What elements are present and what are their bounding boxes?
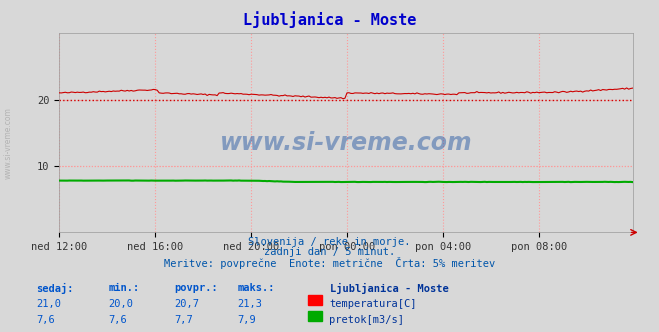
Text: Meritve: povprečne  Enote: metrične  Črta: 5% meritev: Meritve: povprečne Enote: metrične Črta:… — [164, 257, 495, 269]
Text: 7,6: 7,6 — [109, 315, 127, 325]
Text: 7,9: 7,9 — [237, 315, 256, 325]
Text: pretok[m3/s]: pretok[m3/s] — [330, 315, 405, 325]
Text: www.si-vreme.com: www.si-vreme.com — [219, 131, 473, 155]
Text: temperatura[C]: temperatura[C] — [330, 299, 417, 309]
Text: www.si-vreme.com: www.si-vreme.com — [4, 107, 13, 179]
Text: 20,7: 20,7 — [175, 299, 200, 309]
Text: Ljubljanica - Moste: Ljubljanica - Moste — [330, 283, 448, 294]
Text: maks.:: maks.: — [237, 283, 275, 293]
Text: min.:: min.: — [109, 283, 140, 293]
Text: povpr.:: povpr.: — [175, 283, 218, 293]
Text: 7,7: 7,7 — [175, 315, 193, 325]
Text: 7,6: 7,6 — [36, 315, 55, 325]
Text: Slovenija / reke in morje.: Slovenija / reke in morje. — [248, 237, 411, 247]
Text: 20,0: 20,0 — [109, 299, 134, 309]
Text: Ljubljanica - Moste: Ljubljanica - Moste — [243, 12, 416, 29]
Text: sedaj:: sedaj: — [36, 283, 74, 294]
Text: zadnji dan / 5 minut.: zadnji dan / 5 minut. — [264, 247, 395, 257]
Text: 21,3: 21,3 — [237, 299, 262, 309]
Text: 21,0: 21,0 — [36, 299, 61, 309]
